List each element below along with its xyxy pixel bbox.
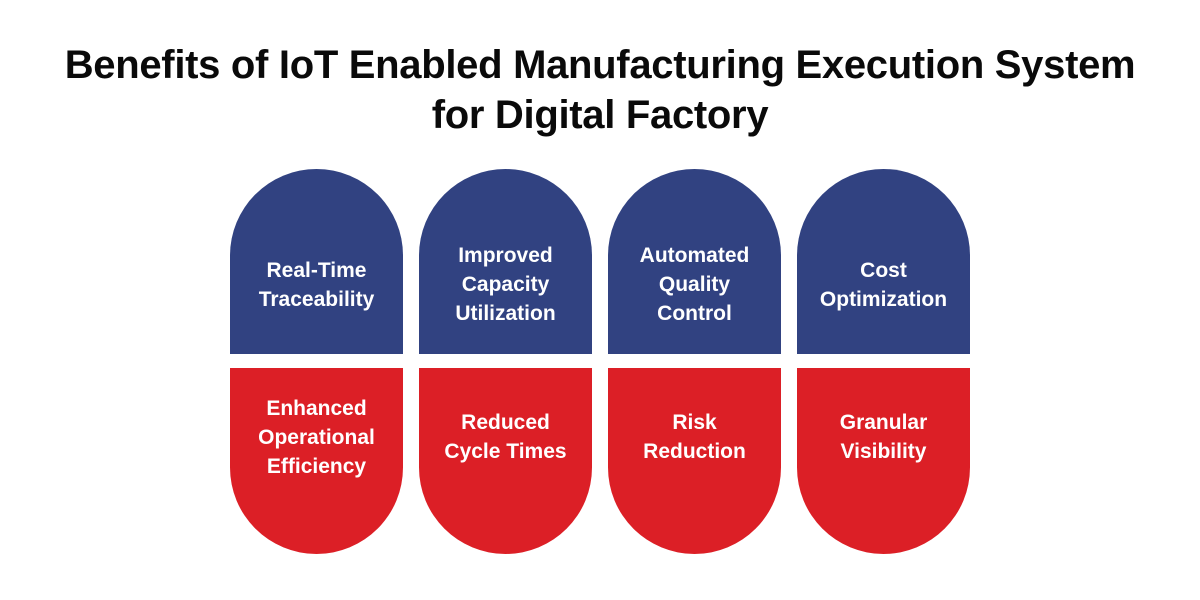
title-line-2: for Digital Factory — [431, 93, 769, 137]
page-title: Benefits of IoT Enabled Manufacturing Ex… — [0, 40, 1200, 140]
benefit-pill-4-bottom: Granular Visibility — [797, 368, 970, 554]
benefit-label-improved-capacity-utilization: Improved Capacity Utilization — [455, 244, 556, 325]
benefit-label-automated-quality-control: Automated Quality Control — [639, 244, 750, 325]
benefit-label-granular-visibility: Granular Visibility — [839, 411, 928, 463]
benefit-pill-1-top: Real-Time Traceability — [230, 169, 403, 354]
benefit-pill-3-bottom: Risk Reduction — [608, 368, 781, 554]
benefit-label-risk-reduction: Risk Reduction — [643, 411, 746, 463]
benefit-pill-2-bottom: Reduced Cycle Times — [419, 368, 592, 554]
benefit-label-real-time-traceability: Real-Time Traceability — [258, 258, 375, 311]
benefit-label-cost-optimization: Cost Optimization — [819, 258, 948, 311]
title-line-1: Benefits of IoT Enabled Manufacturing Ex… — [64, 43, 1136, 87]
benefit-pill-4-top: Cost Optimization — [797, 169, 970, 354]
benefit-pill-1-bottom: Enhanced Operational Efficiency — [230, 368, 403, 554]
benefit-pill-3-top: Automated Quality Control — [608, 169, 781, 354]
benefit-pill-2-top: Improved Capacity Utilization — [419, 169, 592, 354]
benefit-label-enhanced-operational-efficiency: Enhanced Operational Efficiency — [258, 396, 375, 478]
benefit-label-reduced-cycle-times: Reduced Cycle Times — [444, 411, 567, 463]
